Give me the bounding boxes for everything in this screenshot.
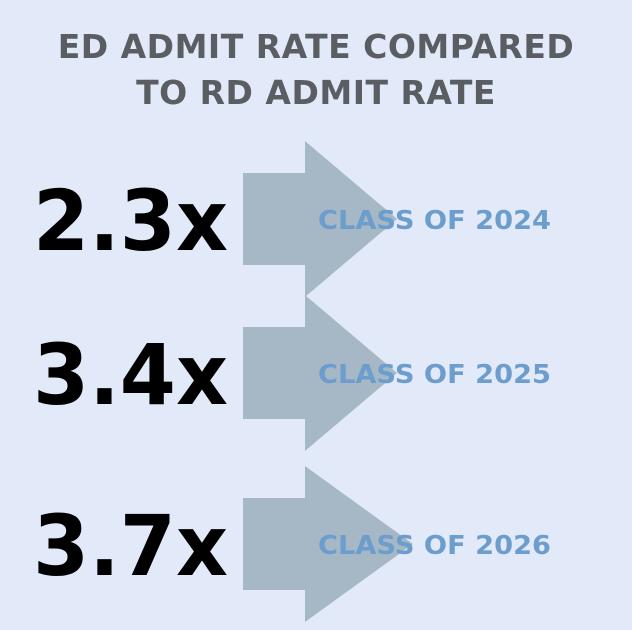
class-label: CLASS OF 2024: [318, 206, 551, 236]
arrow-right-icon: [243, 295, 397, 451]
multiplier-value: 3.4x: [33, 326, 228, 424]
class-label: CLASS OF 2026: [318, 531, 551, 561]
title-line-2: TO RD ADMIT RATE: [136, 73, 496, 112]
title-line-1: ED ADMIT RATE COMPARED: [57, 27, 575, 66]
chart-title: ED ADMIT RATE COMPARED TO RD ADMIT RATE: [0, 24, 632, 116]
multiplier-value: 3.7x: [33, 497, 228, 595]
multiplier-value: 2.3x: [33, 172, 228, 270]
arrow-right-icon: [243, 466, 413, 622]
arrow-right-icon: [243, 141, 397, 297]
class-label: CLASS OF 2025: [318, 360, 551, 390]
